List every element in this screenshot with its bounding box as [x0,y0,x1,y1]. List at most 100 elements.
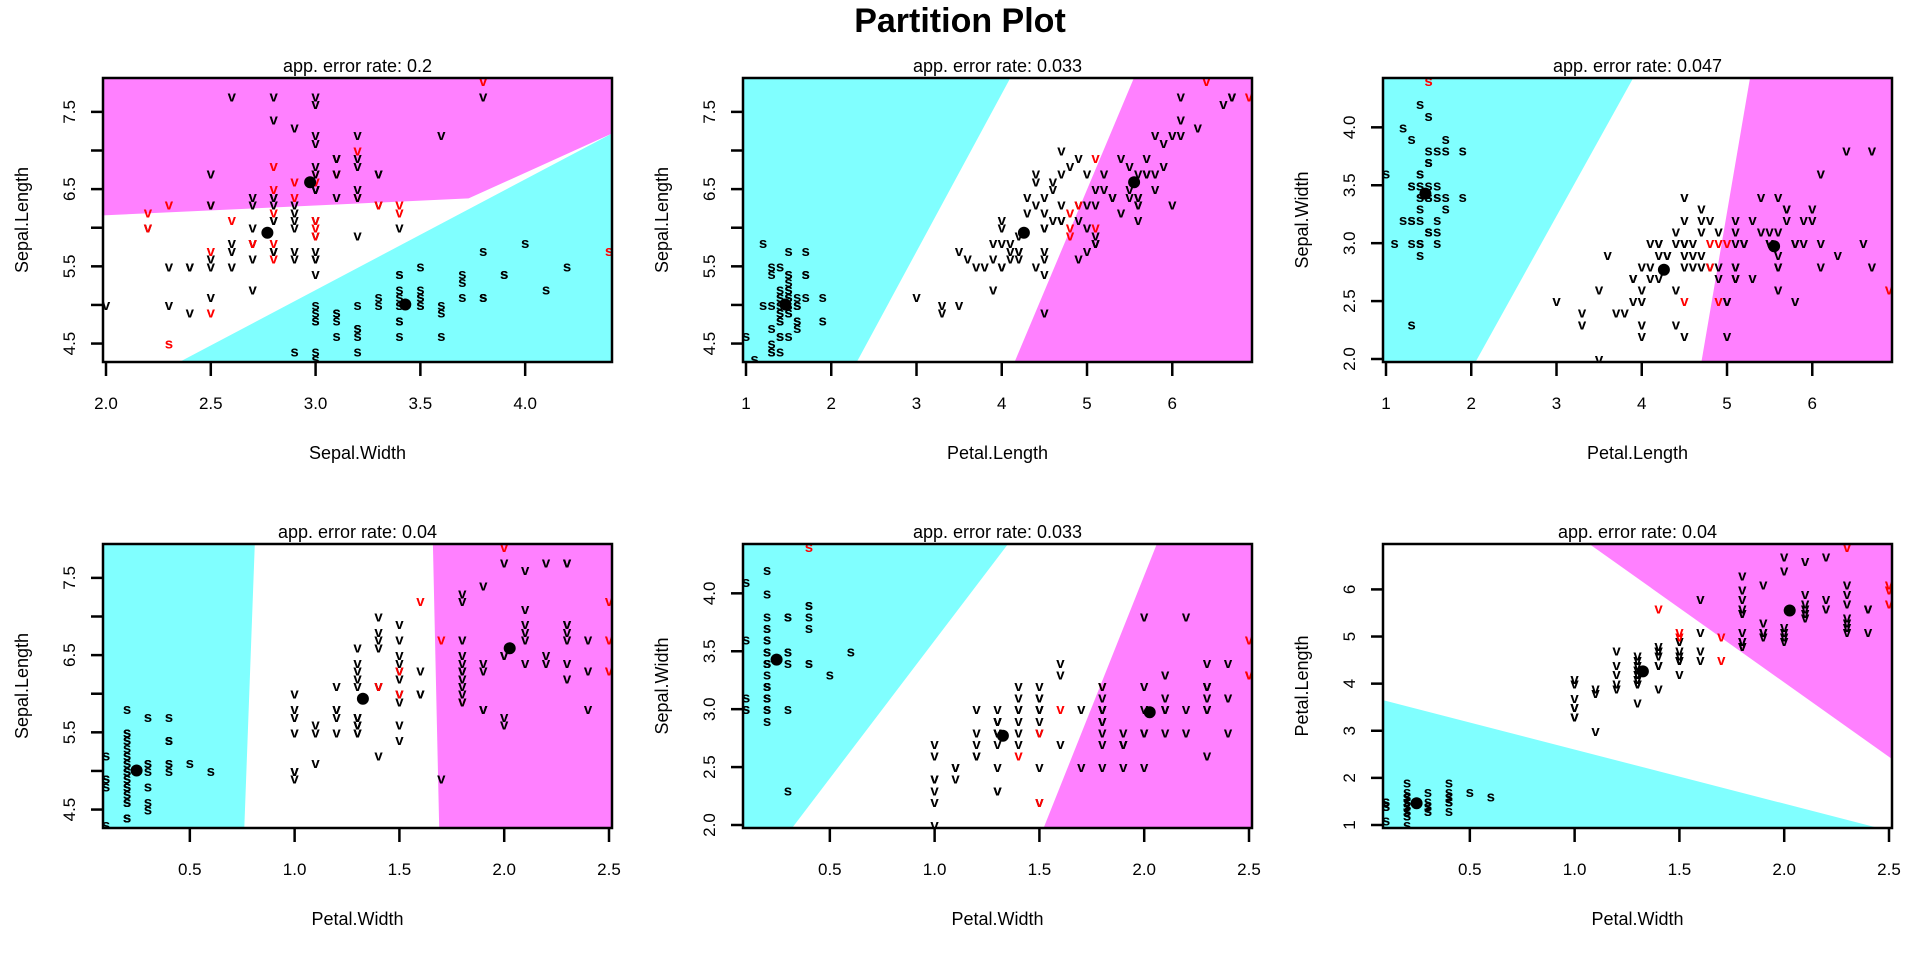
point-versicolor: v [353,709,362,726]
point-setosa: s [1424,803,1432,820]
point-versicolor: v [1049,212,1058,229]
point-virginica: v [1140,609,1149,626]
point-versicolor: v [993,782,1002,799]
point-versicolor: v [1723,235,1732,252]
y-tick-label: 1 [1340,820,1359,829]
point-versicolor: v [332,678,341,695]
point-virginica: v [1723,293,1732,310]
point-virginica: v [458,663,467,680]
point-versicolor: v [249,220,258,237]
x-tick-label: 0.5 [818,860,842,879]
point-setosa: s [353,320,361,337]
point-virginica: v [479,701,488,718]
point-virginica: v [1783,212,1792,229]
point-versicolor: v [353,663,362,680]
point-setosa: s [416,297,424,314]
panel-title: app. error rate: 0.04 [278,522,437,542]
point-setosa: s [416,258,424,275]
point-virginica: v [1791,235,1800,252]
y-tick-label: 2.5 [700,755,719,779]
point-versicolor: v [1006,251,1015,268]
point-virginica: v [1091,235,1100,252]
point-versicolor: v [1604,247,1613,264]
point-virginica: v [1843,596,1852,613]
plot-frame [741,76,1254,364]
region-setosa [1383,700,1879,828]
point-virginica: v [1134,189,1143,206]
point-versicolor: v [1040,266,1049,283]
point-versicolor: v [1638,293,1647,310]
point-versicolor: v [955,243,964,260]
point-versicolor: v [249,235,258,252]
point-versicolor: v [1006,243,1015,260]
point-setosa: s [123,755,131,772]
point-setosa: s [1445,784,1453,801]
point-virginica: v [1177,112,1186,129]
point-setosa: s [1459,143,1467,160]
point-setosa: s [784,282,792,299]
point-setosa: s [165,732,173,749]
point-virginica: v [1098,713,1107,730]
point-versicolor: v [993,736,1002,753]
point-setosa: s [123,763,131,780]
panel-5: ssssssssssssssssssssssssssssssssssssssss… [652,522,1261,929]
point-setosa: s [763,678,771,695]
point-virginica: v [521,562,530,579]
point-versicolor: v [1654,647,1663,664]
point-setosa: s [1403,798,1411,815]
point-versicolor: v [249,235,258,252]
point-setosa: s [763,690,771,707]
point-virginica: v [1091,150,1100,167]
point-versicolor: v [912,289,921,306]
point-versicolor: v [311,243,320,260]
point-setosa: s [784,274,792,291]
y-axis-title: Sepal.Length [12,167,32,273]
point-versicolor: v [1680,235,1689,252]
point-virginica: v [1143,166,1152,183]
point-virginica: v [1161,690,1170,707]
point-versicolor: v [951,771,960,788]
point-virginica: v [1859,235,1868,252]
point-virginica: v [1100,166,1109,183]
point-virginica: v [1161,724,1170,741]
point-setosa: s [144,755,152,772]
point-virginica: v [1203,678,1212,695]
point-setosa: s [763,562,771,579]
point-virginica: v [1780,624,1789,641]
point-virginica: v [1801,605,1810,622]
point-setosa: s [793,297,801,314]
point-virginica: v [1864,600,1873,617]
point-setosa: s [784,782,792,799]
point-virginica: v [1675,624,1684,641]
plot-frame [741,542,1254,830]
point-versicolor: v [930,794,939,811]
point-virginica: v [1834,247,1843,264]
point-setosa: s [784,701,792,718]
centroid-setosa [1410,797,1423,810]
point-versicolor: v [395,632,404,649]
point-versicolor: v [1689,258,1698,275]
point-setosa: s [1399,119,1407,136]
point-setosa: s [102,748,110,765]
panel-title: app. error rate: 0.047 [1553,56,1722,76]
point-virginica: v [311,88,320,105]
point-virginica: v [479,578,488,595]
point-versicolor: v [1570,676,1579,693]
point-virginica: v [1654,600,1663,617]
point-setosa: s [500,266,508,283]
point-virginica: v [542,655,551,672]
point-versicolor: v [353,189,362,206]
point-setosa: s [353,343,361,360]
point-setosa: s [793,312,801,329]
point-setosa: s [776,312,784,329]
point-virginica: v [1245,666,1254,683]
point-virginica: v [1864,600,1873,617]
point-setosa: s [763,713,771,730]
point-setosa: s [144,755,152,772]
point-setosa: s [1403,789,1411,806]
point-virginica: v [1203,748,1212,765]
point-virginica: v [1801,586,1810,603]
point-setosa: s [767,343,775,360]
